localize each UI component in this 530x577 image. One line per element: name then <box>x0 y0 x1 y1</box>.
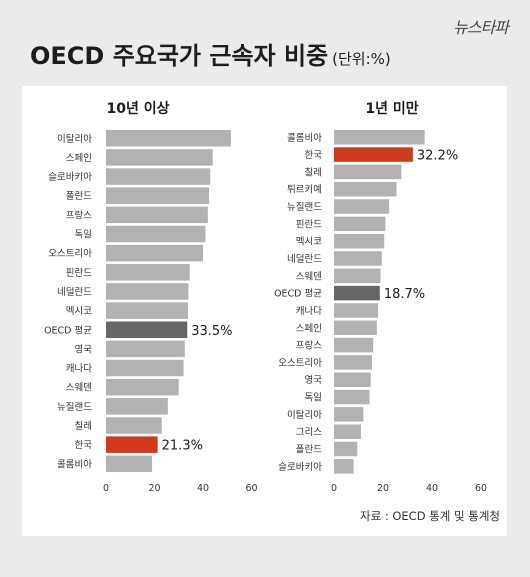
chart-title-1: 10년 이상 <box>107 100 170 117</box>
category-label-2-15: 독일 <box>305 393 322 404</box>
category-label-1-9: 멕시코 <box>66 306 92 317</box>
category-label-1-4: 프랑스 <box>66 209 92 221</box>
category-label-1-11: 영국 <box>75 344 93 355</box>
data-label-1-16: 21.3% <box>162 439 203 454</box>
bar-2-7 <box>334 251 382 266</box>
category-label-2-7: 네덜란드 <box>287 253 322 265</box>
category-label-2-4: 뉴질랜드 <box>287 201 322 213</box>
bar-1-5 <box>106 225 206 243</box>
category-label-1-12: 캐나다 <box>66 364 92 375</box>
category-label-2-12: 프랑스 <box>296 340 322 352</box>
data-label-1-10: 33.5% <box>191 324 232 339</box>
category-label-2-18: 폴란드 <box>296 444 322 456</box>
tick-label-2-0: 0 <box>331 483 337 494</box>
category-label-2-17: 그리스 <box>296 427 322 438</box>
category-label-1-13: 스웨덴 <box>66 382 92 394</box>
bar-2-1 <box>334 147 413 162</box>
category-label-2-1: 한국 <box>305 150 323 161</box>
category-label-1-10: OECD 평균 <box>44 325 92 336</box>
category-label-1-0: 이탈리아 <box>57 133 92 145</box>
category-label-1-2: 슬로바키아 <box>48 172 92 183</box>
tick-label-1-0: 0 <box>103 483 109 494</box>
bar-2-3 <box>334 181 397 197</box>
category-label-2-16: 이탈리아 <box>287 409 322 421</box>
bar-1-11 <box>106 340 185 358</box>
bar-2-8 <box>334 268 381 284</box>
category-label-2-9: OECD 평균 <box>274 289 322 300</box>
category-label-2-3: 튀르키예 <box>287 184 322 196</box>
chart-title-2: 1년 미만 <box>365 101 418 117</box>
page-title: OECD 주요국가 근속자 비중 (단위:%) <box>30 36 391 71</box>
category-label-1-3: 폴란드 <box>66 190 92 202</box>
bar-1-0 <box>106 130 231 147</box>
bar-2-14 <box>334 372 371 387</box>
tick-label-2-2: 40 <box>426 483 438 494</box>
bar-1-2 <box>106 168 211 185</box>
bar-1-16 <box>106 436 158 453</box>
bar-1-8 <box>106 283 189 300</box>
category-label-1-16: 한국 <box>75 440 93 451</box>
bar-1-14 <box>106 398 168 415</box>
bar-2-17 <box>334 424 361 439</box>
category-label-1-1: 스페인 <box>66 153 92 164</box>
bar-1-3 <box>106 187 210 204</box>
bar-2-6 <box>334 233 385 249</box>
category-label-2-2: 칠레 <box>305 167 322 178</box>
category-label-2-11: 스페인 <box>296 323 322 334</box>
bar-2-12 <box>334 337 374 353</box>
bar-2-2 <box>334 164 402 180</box>
category-label-1-8: 네덜란드 <box>57 286 92 298</box>
tick-label-1-3: 60 <box>245 483 257 494</box>
unit-label: (단위:%) <box>332 50 391 68</box>
category-label-1-5: 독일 <box>75 230 92 241</box>
category-label-2-19: 슬로바키아 <box>278 462 322 473</box>
bar-2-15 <box>334 389 370 405</box>
tick-label-1-2: 40 <box>197 483 209 494</box>
category-label-2-10: 캐나다 <box>296 306 322 317</box>
category-label-1-6: 오스트리아 <box>48 249 92 260</box>
category-label-1-15: 칠레 <box>75 421 92 432</box>
category-label-1-17: 콜롬비아 <box>57 459 92 470</box>
bar-1-1 <box>106 149 213 166</box>
bar-2-18 <box>334 441 358 457</box>
bar-1-7 <box>106 264 190 281</box>
bar-2-10 <box>334 303 379 318</box>
bar-2-13 <box>334 355 372 370</box>
category-label-2-8: 스웨덴 <box>296 270 322 282</box>
chart-panel: 10년 이상 이탈리아 스페인 슬로바키아 폴란드 프랑스 독일 오스트리아 핀란드 네덜란드 멕시… <box>22 86 507 536</box>
data-label-2-9: 18.7% <box>384 287 425 302</box>
category-label-2-5: 핀란드 <box>296 218 322 230</box>
bar-2-4 <box>334 199 390 214</box>
bar-2-5 <box>334 216 386 232</box>
bar-1-17 <box>106 455 153 473</box>
bar-2-16 <box>334 407 364 422</box>
bar-2-11 <box>334 320 377 336</box>
category-label-2-6: 멕시코 <box>296 237 322 248</box>
bar-2-0 <box>334 130 425 145</box>
bar-1-10 <box>106 321 188 338</box>
tick-label-2-3: 60 <box>475 483 487 494</box>
category-label-2-0: 콜롬비아 <box>287 133 322 144</box>
category-label-2-13: 오스트리아 <box>278 358 322 369</box>
tick-label-2-1: 20 <box>377 483 389 494</box>
category-label-2-14: 영국 <box>305 375 323 386</box>
brand-logo: 뉴스타파 <box>453 18 509 37</box>
bar-2-19 <box>334 459 354 474</box>
title-text: OECD 주요국가 근속자 비중 <box>30 42 329 70</box>
charts-svg: 10년 이상이탈리아스페인슬로바키아폴란드프랑스독일오스트리아핀란드네덜란드멕시… <box>44 100 487 494</box>
source-note: 자료 : OECD 통계 및 통계청 <box>360 509 500 523</box>
bar-1-9 <box>106 302 188 319</box>
bar-2-9 <box>334 285 380 301</box>
category-label-1-7: 핀란드 <box>66 267 92 279</box>
data-label-2-1: 32.2% <box>417 149 458 164</box>
bar-1-4 <box>106 206 208 224</box>
bar-1-13 <box>106 378 179 396</box>
bar-1-6 <box>106 244 203 262</box>
bar-1-15 <box>106 417 162 434</box>
bar-1-12 <box>106 359 184 377</box>
category-label-1-14: 뉴질랜드 <box>57 401 92 413</box>
tick-label-1-1: 20 <box>148 483 160 494</box>
